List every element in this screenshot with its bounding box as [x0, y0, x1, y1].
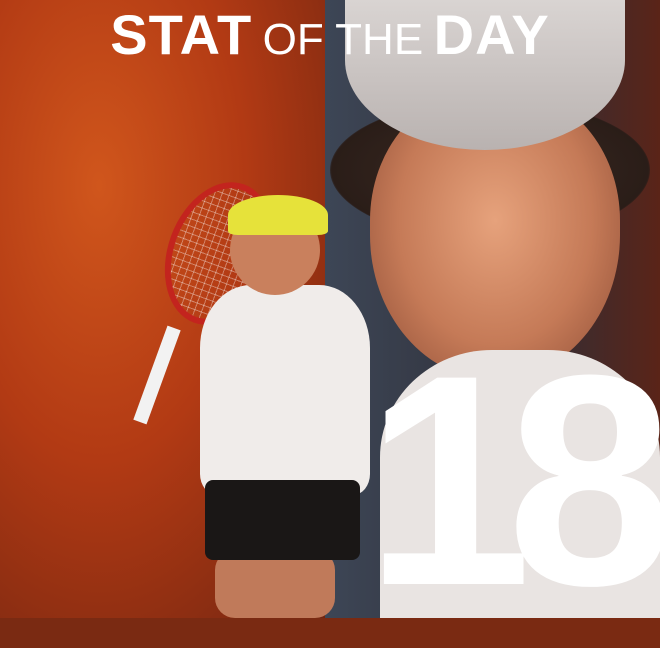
player-portrait-shirt — [380, 350, 660, 618]
player-action-shirt — [200, 285, 370, 495]
player-portrait-cap — [345, 0, 625, 150]
headline: STAT OF THE DAY — [0, 2, 660, 67]
headline-stat: STAT — [110, 3, 253, 66]
player-leg — [215, 550, 335, 618]
player-action-cap — [228, 195, 328, 235]
headline-day: DAY — [433, 3, 550, 66]
stat-number: 18 — [365, 312, 660, 648]
headline-of-the: OF THE — [262, 15, 424, 64]
player-action-shorts — [205, 480, 360, 560]
